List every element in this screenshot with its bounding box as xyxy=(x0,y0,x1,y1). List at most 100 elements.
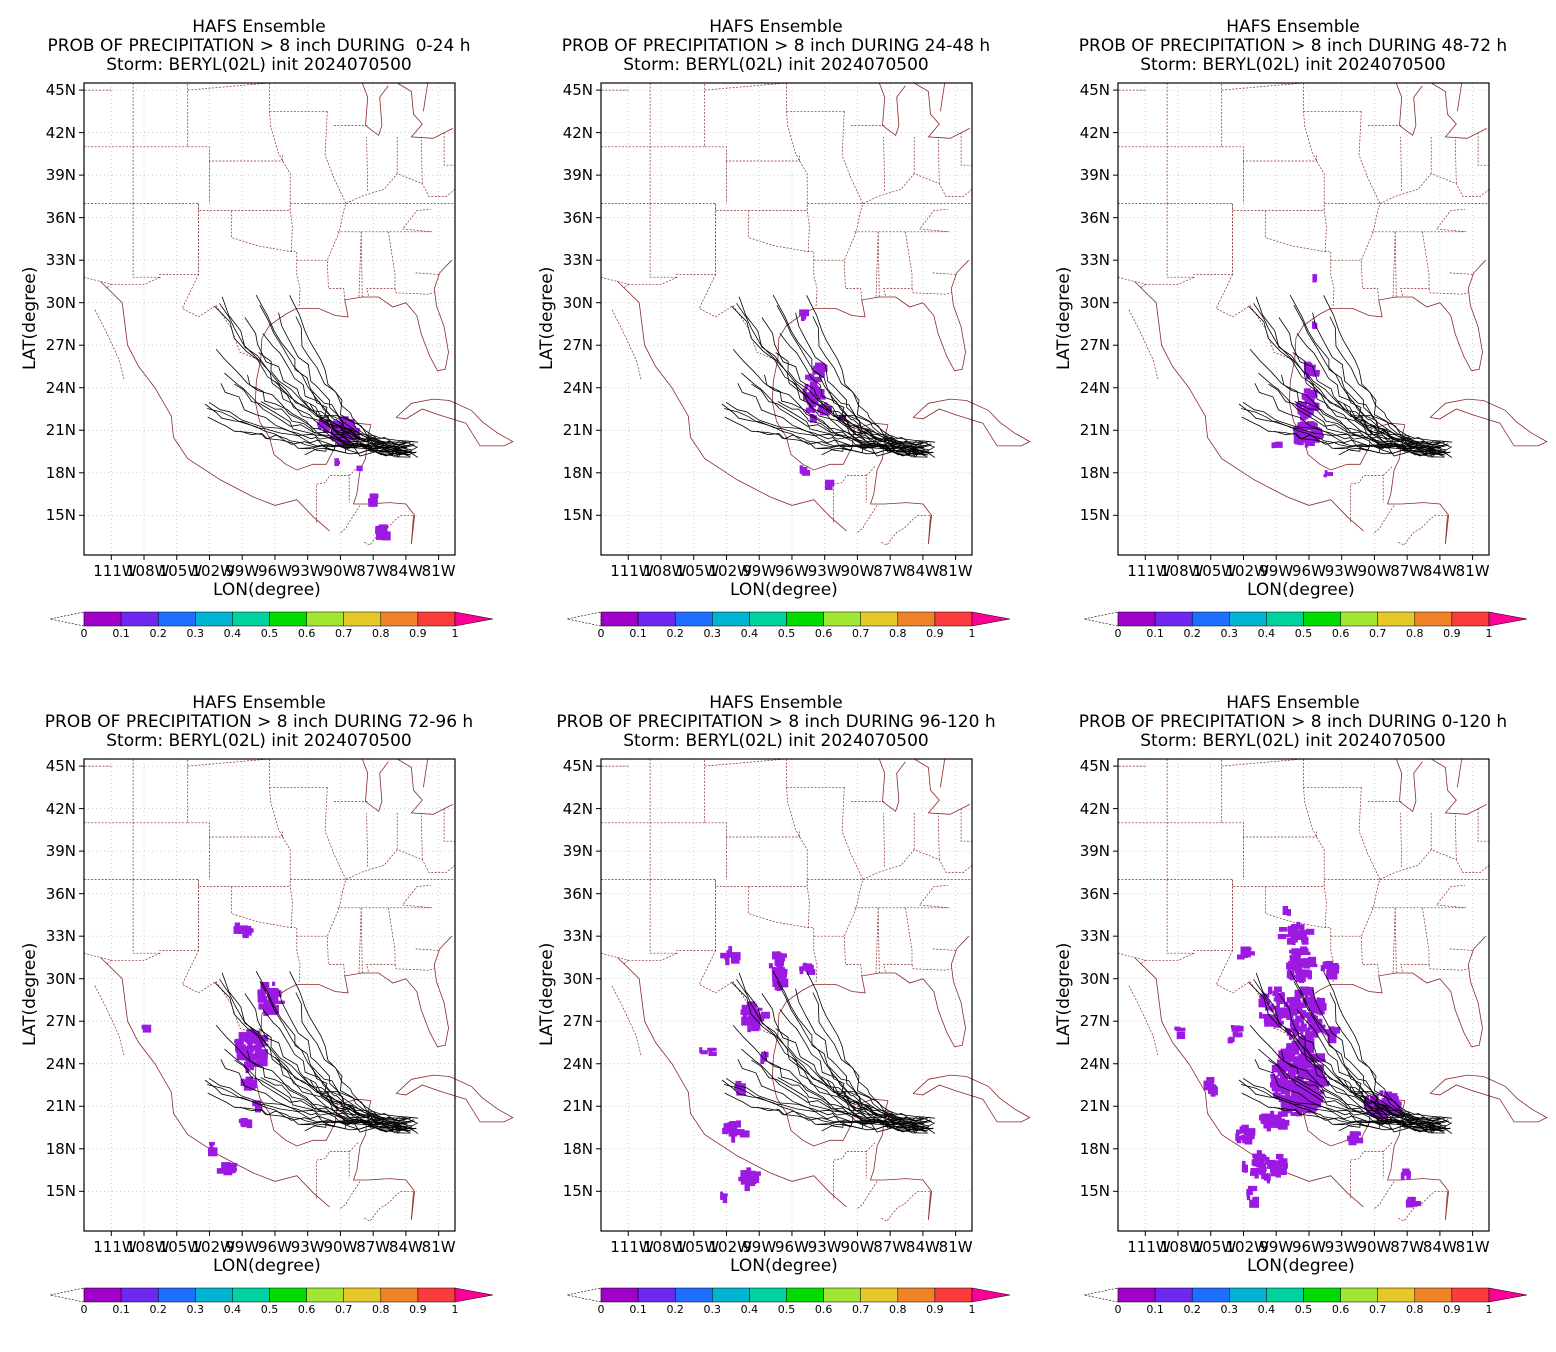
lon-tick-label: 99W xyxy=(742,562,777,580)
colorbar-label: 0 xyxy=(80,1303,88,1316)
lon-tick-label: 108W xyxy=(643,562,687,580)
map-gridlines xyxy=(1118,83,1489,555)
lon-tick-label: 108W xyxy=(126,562,170,580)
lon-tick-label: 93W xyxy=(807,562,842,580)
storm-track xyxy=(791,1057,935,1124)
panel-title-line-1: HAFS Ensemble xyxy=(1226,693,1360,713)
lon-tick-label: 84W xyxy=(388,562,423,580)
lat-tick-label: 27N xyxy=(1079,1012,1110,1031)
storm-track xyxy=(320,1093,408,1131)
colorbar-label: 1 xyxy=(968,627,976,640)
lon-tick-label: 87W xyxy=(356,562,391,580)
lon-tick-label: 102W xyxy=(191,562,235,580)
colorbar-label: 0 xyxy=(80,627,88,640)
lon-tick-label: 93W xyxy=(1324,1238,1359,1256)
storm-track xyxy=(224,372,415,455)
colorbar-label: 0.3 xyxy=(1220,1303,1239,1316)
storm-track xyxy=(741,372,932,455)
lat-tick-label: 15N xyxy=(45,506,76,525)
lon-tick-label: 93W xyxy=(290,562,325,580)
y-axis-title: LAT(degree) xyxy=(537,266,557,370)
lon-tick-label: 108W xyxy=(126,1238,170,1256)
panel-title-line-1: HAFS Ensemble xyxy=(192,693,326,713)
colorbar-segment xyxy=(823,1287,861,1303)
colorbar-under-arrow xyxy=(1083,1287,1119,1303)
panel-title-line-2: PROB OF PRECIPITATION > 8 inch DURING 24… xyxy=(561,36,991,56)
lat-tick-label: 39N xyxy=(1079,842,1110,861)
state-borders xyxy=(1117,758,1490,1222)
colorbar-label: 1 xyxy=(451,627,459,640)
colorbar-label: 0.6 xyxy=(1331,627,1350,640)
storm-track xyxy=(1255,972,1445,1132)
lon-tick-label: 96W xyxy=(1291,562,1326,580)
colorbar-segment xyxy=(637,611,676,627)
colorbar-segment xyxy=(1154,611,1193,627)
map-panel: HAFS Ensemble PROB OF PRECIPITATION > 8 i… xyxy=(1034,0,1552,676)
colorbar-segment xyxy=(1117,611,1156,627)
colorbar-label: 0.1 xyxy=(112,1303,130,1316)
lat-tick-label: 39N xyxy=(562,166,593,185)
axis-ticks xyxy=(79,765,440,1236)
lat-tick-label: 36N xyxy=(1079,208,1110,227)
lon-tick-label: 96W xyxy=(774,562,809,580)
colorbar-segment xyxy=(157,611,196,627)
colorbar-segment xyxy=(195,611,233,627)
colorbar-under-arrow xyxy=(1083,611,1119,627)
lon-tick-label: 99W xyxy=(225,562,260,580)
lat-tick-label: 39N xyxy=(562,842,593,861)
lon-tick-label: 93W xyxy=(290,1238,325,1256)
colorbar-label: 0.8 xyxy=(889,627,907,640)
lat-tick-label: 42N xyxy=(45,123,76,142)
map-panel: HAFS Ensemble PROB OF PRECIPITATION > 8 i… xyxy=(0,0,518,676)
colorbar-over-arrow xyxy=(1488,611,1528,627)
lon-tick-label: 90W xyxy=(323,1238,358,1256)
storm-track xyxy=(224,1048,415,1131)
lat-tick-label: 33N xyxy=(45,927,76,946)
colorbar-label: 0.5 xyxy=(777,1303,796,1316)
colorbar-segment xyxy=(600,611,639,627)
lon-tick-label: 90W xyxy=(840,562,875,580)
y-axis-title: LAT(degree) xyxy=(20,266,40,370)
storm-track xyxy=(208,401,411,446)
lat-tick-label: 33N xyxy=(1079,251,1110,270)
lat-tick-label: 42N xyxy=(562,799,593,818)
storm-track xyxy=(215,348,410,457)
map-canvas xyxy=(566,758,1031,1303)
lon-tick-label: 90W xyxy=(1357,562,1392,580)
colorbar-label: 0.2 xyxy=(149,1303,167,1316)
y-axis-title: LAT(degree) xyxy=(1054,942,1074,1046)
panel-title-line-2: PROB OF PRECIPITATION > 8 inch DURING 0-… xyxy=(47,36,471,56)
storm-track xyxy=(779,1009,924,1121)
storm-track xyxy=(1354,1093,1442,1131)
colorbar-segment xyxy=(120,1287,159,1303)
storm-track xyxy=(1296,333,1441,445)
lat-tick-label: 18N xyxy=(45,463,76,482)
colorbar xyxy=(566,611,1011,627)
storm-track xyxy=(1242,1077,1445,1122)
lat-tick-label: 42N xyxy=(562,123,593,142)
x-axis-title: LON(degree) xyxy=(1247,580,1355,600)
lat-tick-label: 24N xyxy=(1079,1054,1110,1073)
storm-track xyxy=(1354,417,1442,455)
lat-tick-label: 15N xyxy=(1079,1182,1110,1201)
colorbar-segment xyxy=(343,611,382,627)
lat-tick-label: 18N xyxy=(1079,1139,1110,1158)
lat-tick-label: 36N xyxy=(562,884,593,903)
colorbar-segment xyxy=(1117,1287,1156,1303)
colorbar-label: 0.3 xyxy=(1220,627,1239,640)
colorbar-label: 0.8 xyxy=(1406,627,1424,640)
panel-title-line-1: HAFS Ensemble xyxy=(709,17,843,37)
panel-title-line-3: Storm: BERYL(02L) init 2024070500 xyxy=(1140,55,1446,75)
lat-tick-label: 45N xyxy=(562,81,593,100)
colorbar-label: 0.5 xyxy=(260,1303,279,1316)
colorbar-segment xyxy=(1340,1287,1378,1303)
lon-tick-label: 84W xyxy=(905,562,940,580)
lat-tick-label: 24N xyxy=(45,1054,76,1073)
colorbar-segment xyxy=(380,1287,419,1303)
coastlines xyxy=(617,82,1031,544)
lat-tick-label: 45N xyxy=(1079,81,1110,100)
storm-track xyxy=(215,1024,410,1133)
storm-track xyxy=(724,408,934,457)
colorbar-segment xyxy=(1414,611,1453,627)
